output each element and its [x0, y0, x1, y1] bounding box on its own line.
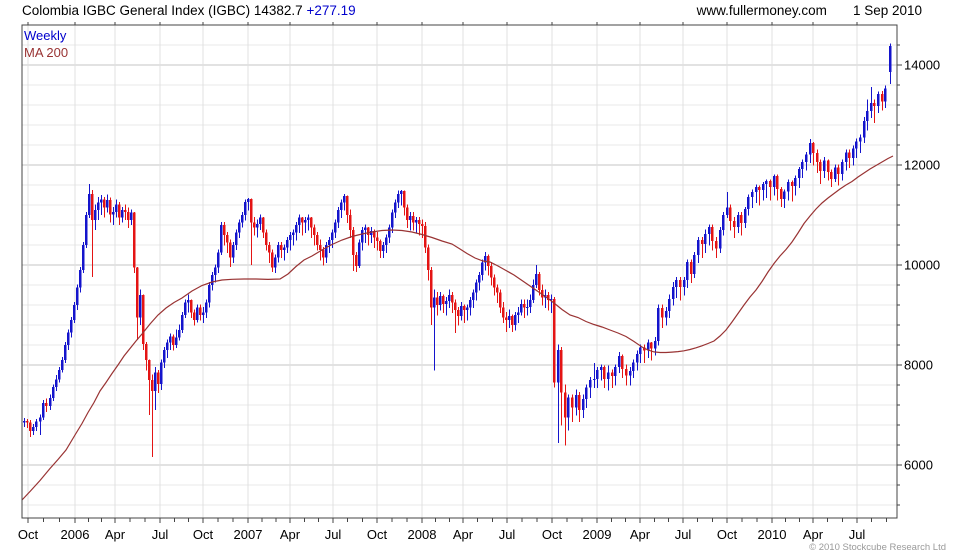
x-axis-label: Apr [280, 527, 301, 542]
instrument-name: Colombia IGBC General Index (IGBC) [22, 3, 251, 18]
y-axis-label: 14000 [904, 58, 940, 73]
weekly-candles [23, 43, 892, 457]
chart-date: 1 Sep 2010 [852, 3, 922, 18]
copyright-notice: © 2010 Stockcube Research Ltd [809, 542, 946, 553]
x-axis-label: Apr [453, 527, 474, 542]
x-axis-label: Oct [542, 527, 563, 542]
x-axis-label: Oct [18, 527, 39, 542]
x-axis: Oct 2006 Apr Jul Oct 2007 Apr Jul Oct 2008 Apr Jul O… [18, 22, 887, 542]
legend-weekly: Weekly [24, 28, 67, 43]
x-axis-label: Jul [499, 527, 516, 542]
x-axis-label: Apr [105, 527, 126, 542]
x-axis-label: 2007 [234, 527, 263, 542]
y-axis-label: 6000 [904, 458, 933, 473]
x-axis-label: 2006 [61, 527, 90, 542]
y-axis-label: 12000 [904, 158, 940, 173]
x-axis-label: 2010 [758, 527, 787, 542]
plot-frame [21, 24, 898, 519]
ma200-line [21, 155, 894, 501]
x-axis-label: 2008 [408, 527, 437, 542]
y-axis-label: 10000 [904, 258, 940, 273]
legend-ma200: MA 200 [24, 45, 69, 60]
x-axis-label: Jul [325, 527, 342, 542]
y-axis: 6000 8000 10000 12000 14000 [897, 44, 940, 506]
x-axis-label: Oct [717, 527, 738, 542]
x-axis-label: Jul [152, 527, 169, 542]
x-axis-label: Jul [675, 527, 692, 542]
chart-title: Colombia IGBC General Index (IGBC) 14382… [22, 3, 356, 18]
x-axis-label: Oct [193, 527, 214, 542]
x-axis-label: Oct [367, 527, 388, 542]
site-url: www.fullermoney.com [696, 3, 827, 18]
price-change: +277.19 [306, 3, 356, 18]
header-right: www.fullermoney.com 1 Sep 2010 [671, 3, 922, 18]
x-axis-label: Jul [849, 527, 866, 542]
x-axis-label: Apr [803, 527, 824, 542]
grid [22, 25, 897, 518]
x-axis-label: 2009 [583, 527, 612, 542]
x-axis-label: Apr [630, 527, 651, 542]
last-price: 14382.7 [253, 3, 303, 18]
y-axis-label: 8000 [904, 358, 933, 373]
